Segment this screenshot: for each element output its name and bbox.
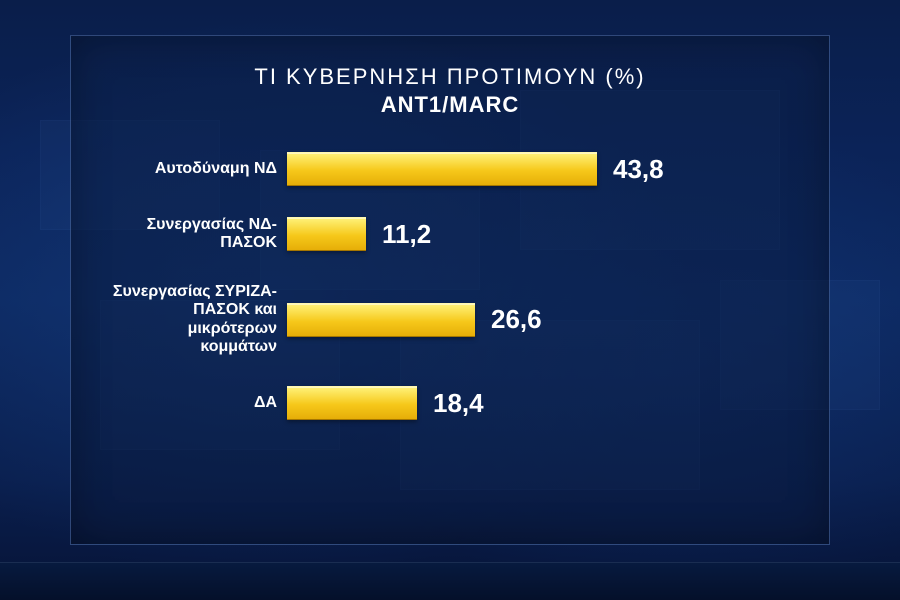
bar-wrap <box>287 152 597 186</box>
bar-row: Συνεργασίας ΣΥΡΙΖΑ-ΠΑΣΟΚ και μικρότερων … <box>107 283 799 357</box>
bar-value: 11,2 <box>382 219 431 250</box>
bar-wrap <box>287 386 417 420</box>
bar-value: 18,4 <box>433 388 484 419</box>
bar-wrap <box>287 217 366 251</box>
bar <box>287 217 366 251</box>
bar-row: ΔΑ 18,4 <box>107 386 799 420</box>
bar <box>287 303 475 337</box>
bar <box>287 386 417 420</box>
bar-wrap <box>287 303 475 337</box>
chart-panel: ΤΙ ΚΥΒΕΡΝΗΣΗ ΠΡΟΤΙΜΟΥΝ (%) ANT1/MARC Αυτ… <box>70 35 830 545</box>
chart-title: ΤΙ ΚΥΒΕΡΝΗΣΗ ΠΡΟΤΙΜΟΥΝ (%) <box>101 64 799 90</box>
bar-label: ΔΑ <box>107 394 287 412</box>
title-block: ΤΙ ΚΥΒΕΡΝΗΣΗ ΠΡΟΤΙΜΟΥΝ (%) ANT1/MARC <box>101 64 799 118</box>
ticker-bar <box>0 562 900 600</box>
bar-row: Αυτοδύναμη ΝΔ 43,8 <box>107 152 799 186</box>
bar-value: 26,6 <box>491 304 542 335</box>
chart-subtitle: ANT1/MARC <box>101 92 799 118</box>
bar-value: 43,8 <box>613 154 664 185</box>
bar-label: Συνεργασίας ΝΔ-ΠΑΣΟΚ <box>107 216 287 253</box>
bar-row: Συνεργασίας ΝΔ-ΠΑΣΟΚ 11,2 <box>107 216 799 253</box>
bar-rows: Αυτοδύναμη ΝΔ 43,8 Συνεργασίας ΝΔ-ΠΑΣΟΚ 11,… <box>101 152 799 420</box>
bar <box>287 152 597 186</box>
bar-label: Αυτοδύναμη ΝΔ <box>107 160 287 178</box>
bar-label: Συνεργασίας ΣΥΡΙΖΑ-ΠΑΣΟΚ και μικρότερων … <box>107 283 287 357</box>
